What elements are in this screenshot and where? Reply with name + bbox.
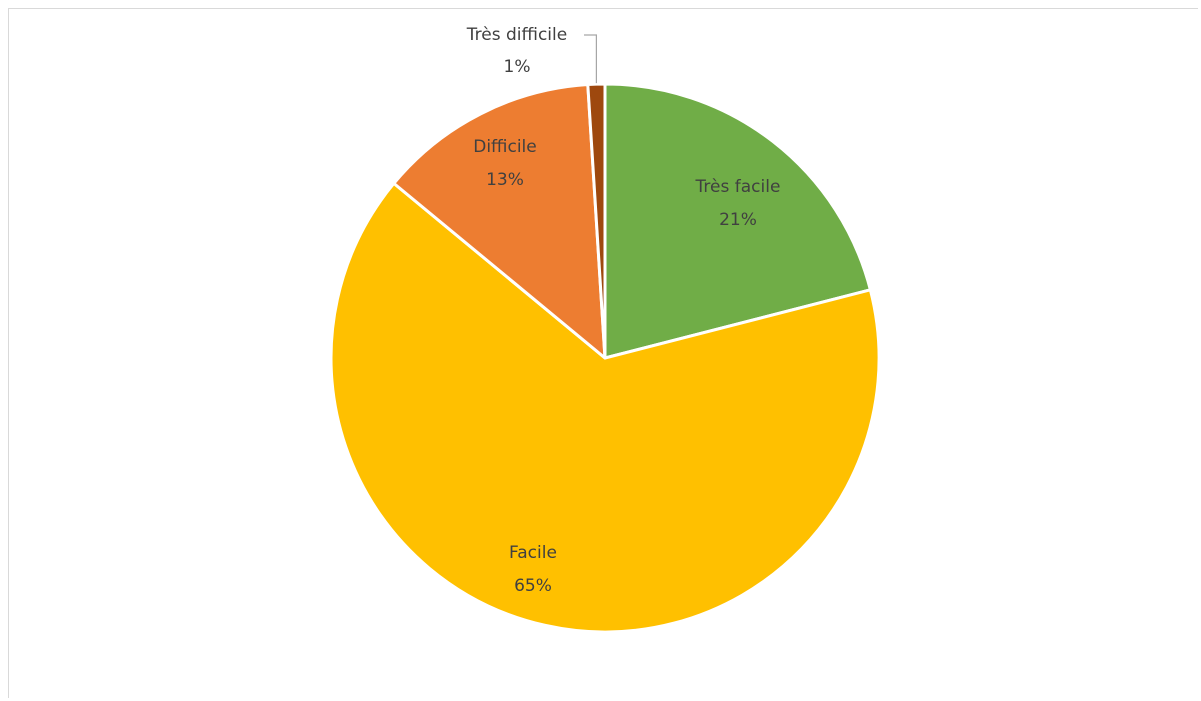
slice-label-facile: Facile (509, 543, 557, 563)
slice-label-tres-difficile: Très difficile (466, 25, 567, 45)
slice-value-difficile: 13% (486, 170, 524, 190)
slice-label-tres-facile: Très facile (695, 177, 781, 197)
slice-value-tres-facile: 21% (719, 210, 757, 230)
pie-slice-facile (329, 181, 881, 634)
pie-labels: Très facile 21% Facile 65% Difficile 13% Très … (466, 25, 781, 596)
pie-slices (329, 82, 881, 634)
leader-line-tres-difficile (584, 34, 597, 84)
pie-slice-tres-facile (603, 82, 872, 360)
pie-slice-difficile (392, 83, 607, 360)
slice-value-tres-difficile: 1% (504, 57, 531, 77)
slice-value-facile: 65% (514, 576, 552, 596)
pie-slice-tres-difficile (586, 82, 607, 360)
slice-label-difficile: Difficile (473, 137, 537, 157)
